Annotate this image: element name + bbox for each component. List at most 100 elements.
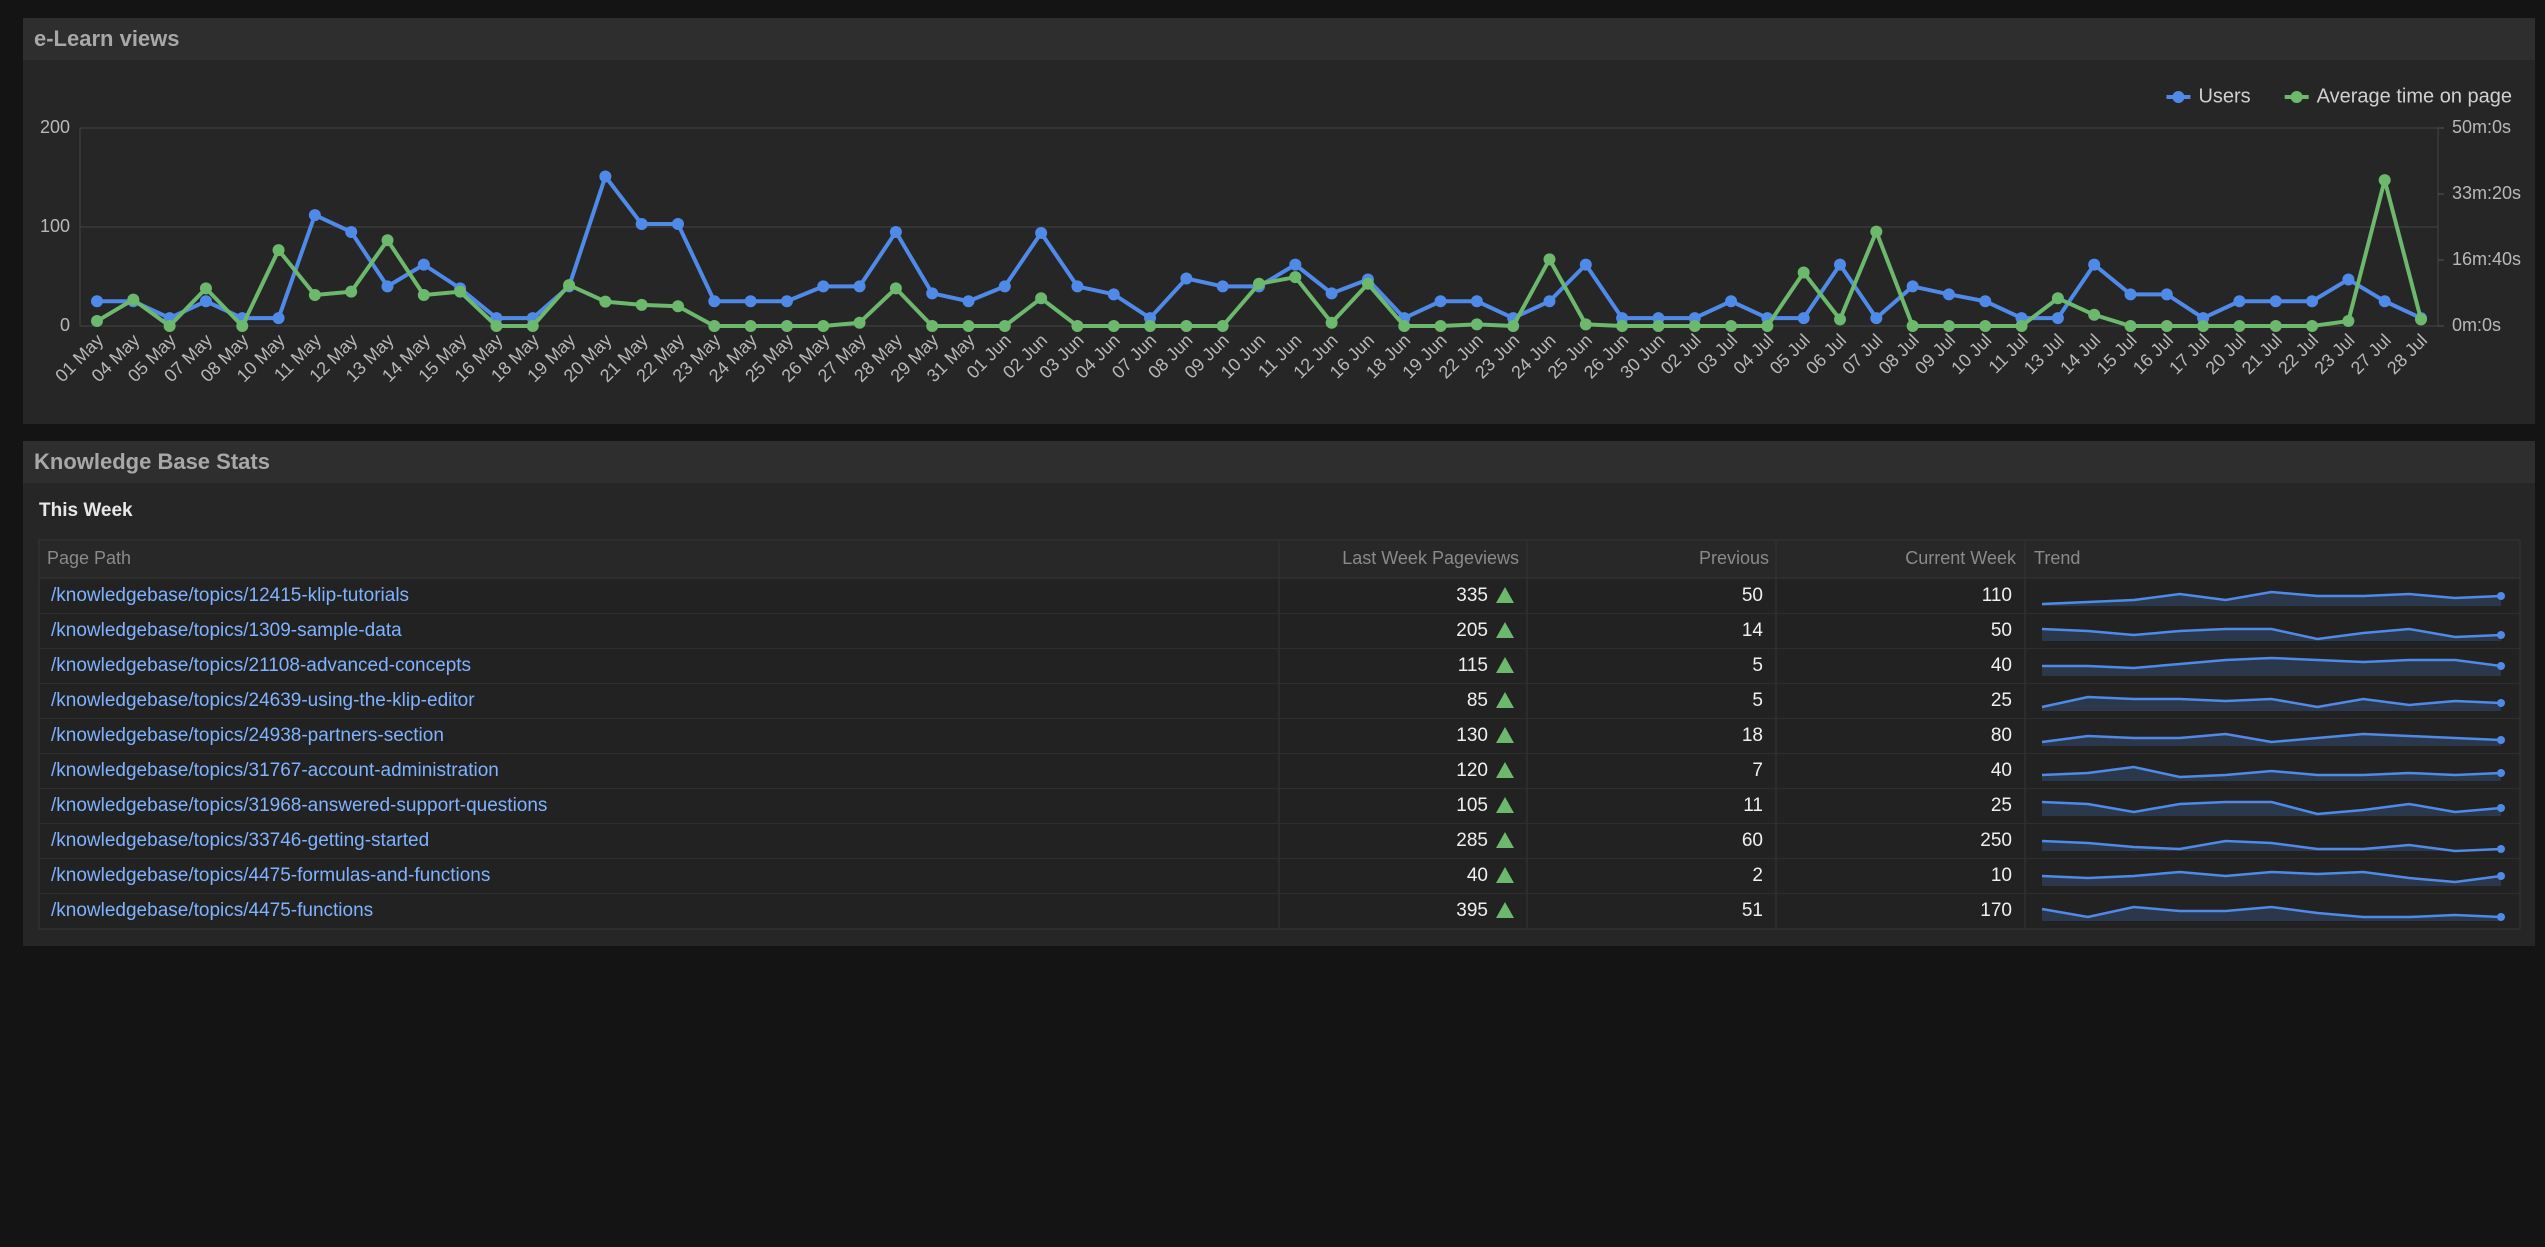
y2-tick-label: 33m:20s bbox=[2452, 183, 2521, 203]
data-point bbox=[889, 282, 902, 295]
data-point bbox=[599, 170, 612, 183]
trend-line bbox=[2041, 590, 2502, 606]
data-point bbox=[1289, 258, 1302, 271]
data-point bbox=[1543, 295, 1556, 308]
trend-end-point bbox=[2497, 845, 2505, 853]
data-point bbox=[1906, 320, 1919, 332]
page-path-link[interactable]: /knowledgebase/topics/4475-functions bbox=[51, 900, 373, 921]
y-tick-label: 100 bbox=[40, 216, 70, 236]
panel-title: e-Learn views bbox=[34, 26, 180, 51]
last-week-value: 395 bbox=[1456, 900, 1488, 921]
data-point bbox=[381, 234, 394, 247]
data-point bbox=[2306, 320, 2319, 332]
current-value: 10 bbox=[1991, 865, 2012, 886]
current-value: 40 bbox=[1991, 760, 2012, 781]
data-point bbox=[2342, 315, 2355, 328]
page-path-link[interactable]: /knowledgebase/topics/21108-advanced-con… bbox=[51, 655, 471, 676]
data-point bbox=[1579, 258, 1592, 271]
page-path-link[interactable]: /knowledgebase/topics/1309-sample-data bbox=[51, 620, 402, 641]
data-point bbox=[454, 285, 467, 298]
trend-end-point bbox=[2497, 872, 2505, 880]
data-point bbox=[2015, 320, 2028, 332]
data-point bbox=[1035, 292, 1048, 305]
data-point bbox=[1325, 287, 1338, 300]
trend-line bbox=[2042, 656, 2502, 670]
data-point bbox=[926, 287, 939, 300]
data-point bbox=[1180, 272, 1193, 285]
data-point bbox=[1652, 320, 1665, 332]
data-point bbox=[780, 320, 793, 332]
data-point bbox=[563, 279, 576, 292]
data-point bbox=[1942, 320, 1955, 332]
trend-end-point bbox=[2497, 913, 2505, 921]
trend-area bbox=[2042, 658, 2501, 676]
data-point bbox=[308, 209, 321, 222]
page-path-link[interactable]: /knowledgebase/topics/24938-partners-sec… bbox=[51, 725, 444, 746]
data-point bbox=[998, 280, 1011, 293]
data-point bbox=[2197, 320, 2210, 332]
data-point bbox=[1180, 320, 1193, 332]
data-point bbox=[889, 225, 902, 238]
page-path-link[interactable]: /knowledgebase/topics/33746-getting-star… bbox=[51, 830, 429, 851]
table-subtitle: This Week bbox=[39, 500, 133, 521]
data-point bbox=[417, 288, 430, 301]
data-point bbox=[490, 320, 503, 332]
data-point bbox=[744, 295, 757, 308]
data-point bbox=[2269, 295, 2282, 308]
data-point bbox=[1325, 316, 1338, 329]
data-point bbox=[708, 320, 721, 332]
last-week-value: 105 bbox=[1456, 795, 1488, 816]
last-week-value: 115 bbox=[1458, 655, 1488, 676]
data-point bbox=[1289, 271, 1302, 284]
page-path-link[interactable]: /knowledgebase/topics/12415-klip-tutoria… bbox=[51, 585, 409, 606]
trend-line bbox=[2041, 905, 2502, 919]
data-point bbox=[1253, 277, 1265, 290]
data-point bbox=[1688, 320, 1701, 332]
data-point bbox=[2160, 320, 2173, 332]
data-point bbox=[381, 280, 394, 293]
data-point bbox=[1761, 320, 1774, 332]
data-point bbox=[127, 293, 140, 306]
data-point bbox=[91, 315, 103, 328]
trend-line bbox=[2041, 732, 2502, 744]
data-point bbox=[1071, 280, 1084, 293]
previous-value: 51 bbox=[1742, 900, 1763, 921]
page-path-link[interactable]: /knowledgebase/topics/31968-answered-sup… bbox=[51, 795, 547, 816]
trend-end-point bbox=[2497, 662, 2505, 670]
data-point bbox=[1107, 288, 1120, 301]
data-point bbox=[817, 280, 830, 293]
trend-end-point bbox=[2497, 699, 2505, 707]
current-value: 25 bbox=[1991, 795, 2012, 816]
column-header: Trend bbox=[2034, 548, 2080, 568]
data-point bbox=[672, 300, 684, 313]
data-point bbox=[599, 295, 612, 308]
data-point bbox=[1979, 320, 1992, 332]
data-point bbox=[2088, 308, 2101, 321]
data-point bbox=[1725, 295, 1738, 308]
data-point bbox=[853, 316, 866, 329]
data-point bbox=[1834, 313, 1846, 326]
data-point bbox=[1979, 295, 1992, 308]
up-indicator bbox=[1496, 692, 1514, 708]
trend-line bbox=[2041, 765, 2502, 779]
legend-marker bbox=[2172, 91, 2185, 103]
page-path-link[interactable]: /knowledgebase/topics/4475-formulas-and-… bbox=[51, 865, 490, 886]
trend-line bbox=[2041, 839, 2502, 853]
data-point bbox=[1579, 318, 1592, 331]
trend-end-point bbox=[2497, 736, 2505, 744]
data-point bbox=[1216, 280, 1229, 293]
page-path-link[interactable]: /knowledgebase/topics/24639-using-the-kl… bbox=[51, 690, 475, 711]
trend-area bbox=[2042, 802, 2501, 816]
data-point bbox=[1870, 225, 1883, 238]
data-point bbox=[1543, 253, 1556, 266]
page-path-link[interactable]: /knowledgebase/topics/31767-account-admi… bbox=[51, 760, 499, 781]
trend-area bbox=[2042, 697, 2501, 711]
data-point bbox=[1834, 258, 1846, 271]
data-point bbox=[91, 295, 103, 308]
data-point bbox=[2269, 320, 2282, 332]
data-point bbox=[1398, 320, 1411, 332]
y-tick-label: 0 bbox=[60, 315, 70, 335]
data-point bbox=[1361, 277, 1374, 290]
data-point bbox=[817, 320, 830, 332]
